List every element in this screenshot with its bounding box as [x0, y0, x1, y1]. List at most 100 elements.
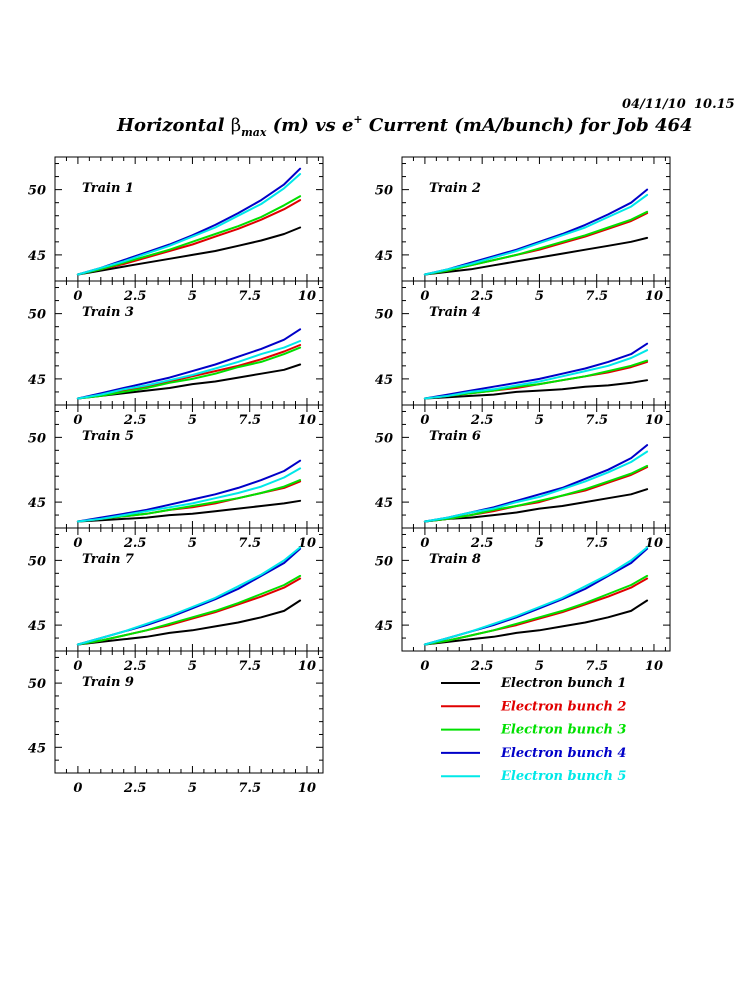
series-line-electron-bunch-3 — [423, 574, 649, 646]
legend-entry: Electron bunch 5 — [441, 769, 626, 784]
series-line-electron-bunch-5 — [76, 546, 302, 646]
x-tick-label: 7.5 — [238, 781, 261, 796]
x-tick-label: 2.5 — [123, 536, 147, 551]
y-tick-label: 50 — [28, 677, 46, 692]
panel-train-2: 45 50 0 2.5 5 7.5 10 Train 2 — [375, 156, 671, 304]
y-tick-label: 50 — [28, 184, 46, 199]
x-tick-label: 2.5 — [470, 413, 494, 428]
legend-entry: Electron bunch 4 — [441, 746, 626, 761]
x-tick-label: 10 — [298, 781, 316, 796]
panel-label: Train 5 — [82, 429, 134, 444]
series-line-electron-bunch-5 — [76, 173, 302, 276]
series-line-electron-bunch-4 — [423, 342, 649, 400]
x-tick-label: 0 — [420, 289, 429, 304]
y-tick-label: 45 — [28, 741, 46, 756]
series-line-electron-bunch-1 — [76, 599, 302, 646]
y-tick-label: 50 — [28, 431, 46, 446]
x-tick-label: 5 — [535, 413, 544, 428]
panel-label: Train 6 — [429, 429, 481, 444]
y-tick-label: 50 — [375, 184, 393, 199]
legend: Electron bunch 1 Electron bunch 2 Electron… — [441, 676, 626, 784]
panel-label: Train 8 — [429, 552, 481, 567]
y-tick-label: 45 — [28, 249, 46, 264]
x-tick-label: 7.5 — [585, 536, 608, 551]
x-tick-label: 2.5 — [123, 413, 147, 428]
legend-label: Electron bunch 2 — [500, 699, 626, 714]
series-line-electron-bunch-3 — [76, 574, 302, 646]
x-tick-label: 10 — [298, 289, 316, 304]
x-tick-label: 0 — [73, 413, 82, 428]
series-line-electron-bunch-5 — [423, 349, 649, 400]
x-tick-label: 2.5 — [123, 659, 147, 674]
x-tick-label: 0 — [420, 659, 429, 674]
panel-label: Train 1 — [82, 181, 134, 196]
title-part1: Horizontal — [116, 115, 231, 136]
y-tick-label: 45 — [28, 496, 46, 511]
series-line-electron-bunch-1 — [76, 499, 302, 523]
y-tick-label: 50 — [375, 431, 393, 446]
x-tick-label: 0 — [73, 659, 82, 674]
series-line-electron-bunch-4 — [76, 328, 302, 400]
series-line-electron-bunch-1 — [423, 599, 649, 646]
series-line-electron-bunch-5 — [423, 450, 649, 523]
y-tick-label: 50 — [375, 308, 393, 323]
legend-label: Electron bunch 5 — [500, 769, 626, 784]
title-beta: β — [231, 115, 241, 136]
x-tick-label: 5 — [535, 659, 544, 674]
y-tick-label: 45 — [28, 373, 46, 388]
x-tick-label: 10 — [298, 536, 316, 551]
title-part3: Current (mA/bunch) for Job 464 — [363, 115, 693, 136]
series-line-electron-bunch-5 — [423, 546, 649, 646]
panel-frame — [401, 527, 671, 652]
x-tick-label: 7.5 — [238, 536, 261, 551]
x-tick-label: 10 — [645, 536, 663, 551]
legend-entry: Electron bunch 2 — [441, 699, 626, 714]
panel-frame — [54, 650, 324, 774]
x-tick-label: 0 — [73, 781, 82, 796]
x-tick-label: 2.5 — [123, 289, 147, 304]
series-line-electron-bunch-5 — [76, 467, 302, 523]
x-tick-label: 2.5 — [123, 781, 147, 796]
series-line-electron-bunch-5 — [423, 193, 649, 276]
x-tick-label: 0 — [73, 536, 82, 551]
series-line-electron-bunch-3 — [76, 195, 302, 276]
y-tick-label: 50 — [28, 308, 46, 323]
legend-label: Electron bunch 1 — [500, 676, 626, 691]
x-tick-label: 5 — [188, 536, 197, 551]
x-tick-label: 0 — [420, 413, 429, 428]
panel-label: Train 3 — [82, 305, 134, 320]
x-tick-label: 5 — [188, 413, 197, 428]
series-line-electron-bunch-1 — [423, 379, 649, 400]
x-tick-label: 7.5 — [585, 289, 608, 304]
x-tick-label: 10 — [645, 289, 663, 304]
series-line-electron-bunch-3 — [423, 210, 649, 276]
x-tick-label: 10 — [298, 413, 316, 428]
x-tick-label: 2.5 — [470, 536, 494, 551]
y-tick-label: 45 — [28, 619, 46, 634]
date-stamp: 04/11/10 — [622, 97, 686, 112]
y-tick-label: 50 — [28, 554, 46, 569]
series-line-electron-bunch-1 — [423, 488, 649, 523]
series-line-electron-bunch-4 — [76, 459, 302, 523]
title-superscript: + — [353, 113, 362, 126]
x-tick-label: 10 — [298, 659, 316, 674]
panel-label: Train 4 — [429, 305, 481, 320]
x-tick-label: 7.5 — [585, 413, 608, 428]
y-tick-label: 45 — [375, 373, 393, 388]
legend-label: Electron bunch 3 — [500, 723, 626, 738]
x-tick-label: 2.5 — [470, 289, 494, 304]
legend-entry: Electron bunch 1 — [441, 676, 626, 691]
x-tick-label: 7.5 — [585, 659, 608, 674]
series-line-electron-bunch-3 — [76, 346, 302, 400]
x-tick-label: 5 — [188, 289, 197, 304]
x-tick-label: 10 — [645, 413, 663, 428]
x-tick-label: 0 — [420, 536, 429, 551]
series-line-electron-bunch-5 — [76, 340, 302, 400]
series-line-electron-bunch-1 — [76, 226, 302, 276]
x-tick-label: 7.5 — [238, 289, 261, 304]
y-tick-label: 45 — [375, 249, 393, 264]
